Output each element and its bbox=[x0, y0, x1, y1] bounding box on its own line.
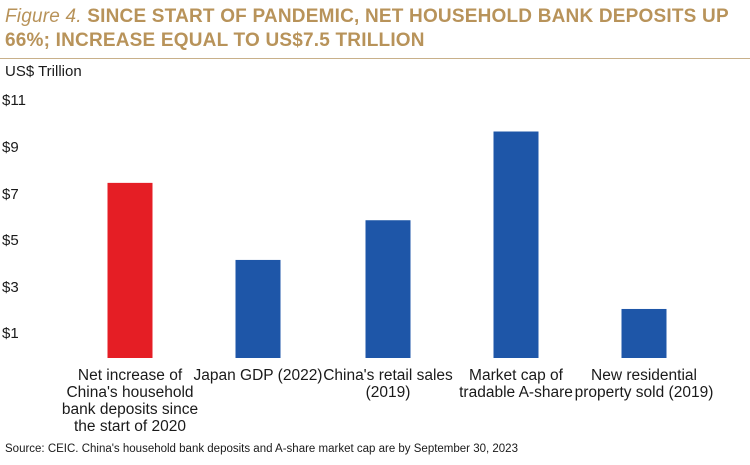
x-category-label: China's retail sales (2019) bbox=[323, 367, 453, 401]
y-tick-label: $9 bbox=[2, 139, 19, 156]
bar bbox=[493, 131, 539, 358]
y-axis-label: US$ Trillion bbox=[5, 63, 82, 80]
y-tick-label: $1 bbox=[2, 325, 19, 342]
x-category-label: Net increase of China's household bank d… bbox=[61, 367, 199, 435]
bar bbox=[235, 259, 281, 358]
bar bbox=[107, 182, 153, 358]
y-tick-label: $11 bbox=[2, 92, 26, 109]
x-category-label: New residential property sold (2019) bbox=[574, 367, 714, 401]
bar bbox=[365, 220, 411, 358]
x-category-label: Market cap of tradable A-share bbox=[459, 367, 573, 401]
figure-title-text: SINCE START OF PANDEMIC, NET HOUSEHOLD B… bbox=[5, 6, 729, 51]
source-note: Source: CEIC. China's household bank dep… bbox=[5, 443, 518, 455]
figure-title: Figure 4. SINCE START OF PANDEMIC, NET H… bbox=[5, 5, 745, 53]
figure-label: Figure 4. bbox=[5, 6, 82, 27]
y-tick-label: $5 bbox=[2, 232, 19, 249]
x-category-label: Japan GDP (2022) bbox=[193, 367, 323, 384]
y-tick-label: $7 bbox=[2, 186, 19, 203]
title-divider bbox=[0, 58, 750, 59]
bar bbox=[621, 308, 667, 358]
y-tick-label: $3 bbox=[2, 279, 19, 296]
